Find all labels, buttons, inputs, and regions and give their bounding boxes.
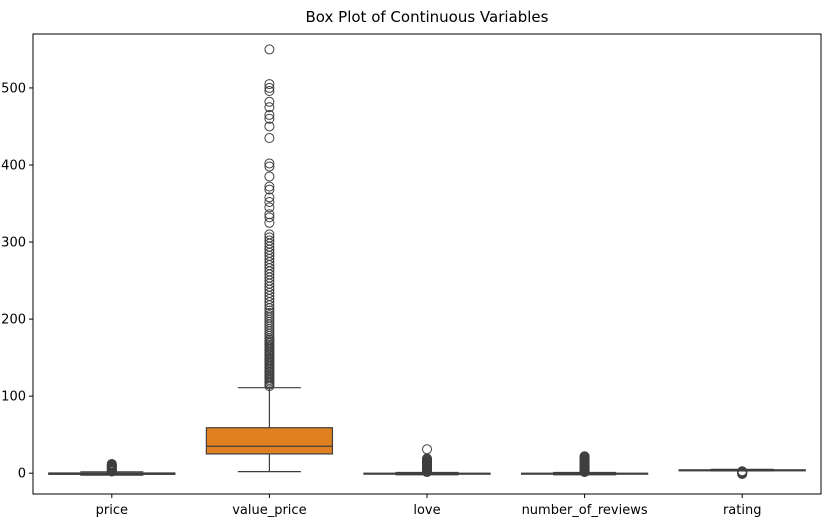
outlier-point [264,235,275,246]
y-tick-label: 300 [1,236,26,251]
outlier-point [264,133,275,144]
outlier-point [264,196,275,207]
outlier-point [106,458,117,469]
outlier-point [264,113,275,124]
outlier-point [264,310,275,321]
outlier-point [579,451,590,462]
outlier-point [264,181,275,192]
y-axis: 0 100 200 300 400 500 [1,81,33,482]
outlier-point [264,161,275,172]
plot-frame [32,33,822,495]
chart-title: Box Plot of Continuous Variables [306,8,549,26]
outlier-point [264,232,275,243]
outlier-point [264,158,275,169]
plot-area [32,33,822,495]
outlier-point [264,305,275,316]
outlier-point [264,79,275,90]
outlier-point [264,209,275,220]
box-value_price [205,44,334,473]
outlier-point [264,192,275,203]
outlier-point [264,171,275,182]
box-number_of_reviews [520,451,649,478]
box-rating [678,466,806,479]
outlier-point [264,86,275,97]
box-love [363,444,491,478]
outlier-point [264,121,275,132]
outlier-point [737,466,748,477]
outlier-point [264,96,275,107]
outlier-point [264,307,275,318]
x-tick-label: number_of_reviews [522,503,648,518]
outlier-point [264,229,275,240]
outlier-point [264,102,275,113]
box-iqr [205,427,334,455]
x-axis: price value_price love number_of_reviews rat… [96,494,762,518]
outlier-point [264,44,275,55]
outlier-point [264,217,275,228]
outlier-point [264,212,275,223]
outlier-point [264,82,275,93]
x-tick-label: rating [723,503,762,518]
y-tick-label: 500 [1,81,26,96]
x-tick-label: love [413,503,440,518]
outlier-point [264,184,275,195]
y-tick-label: 100 [1,390,26,405]
y-tick-label: 400 [1,158,26,173]
x-tick-label: price [96,503,128,518]
box-price [48,458,176,477]
outlier-point [264,109,275,120]
y-tick-label: 200 [1,313,26,328]
outlier-point [264,202,275,213]
outlier-point [422,444,432,455]
x-tick-label: value_price [232,503,306,518]
y-tick-label: 0 [18,467,26,482]
